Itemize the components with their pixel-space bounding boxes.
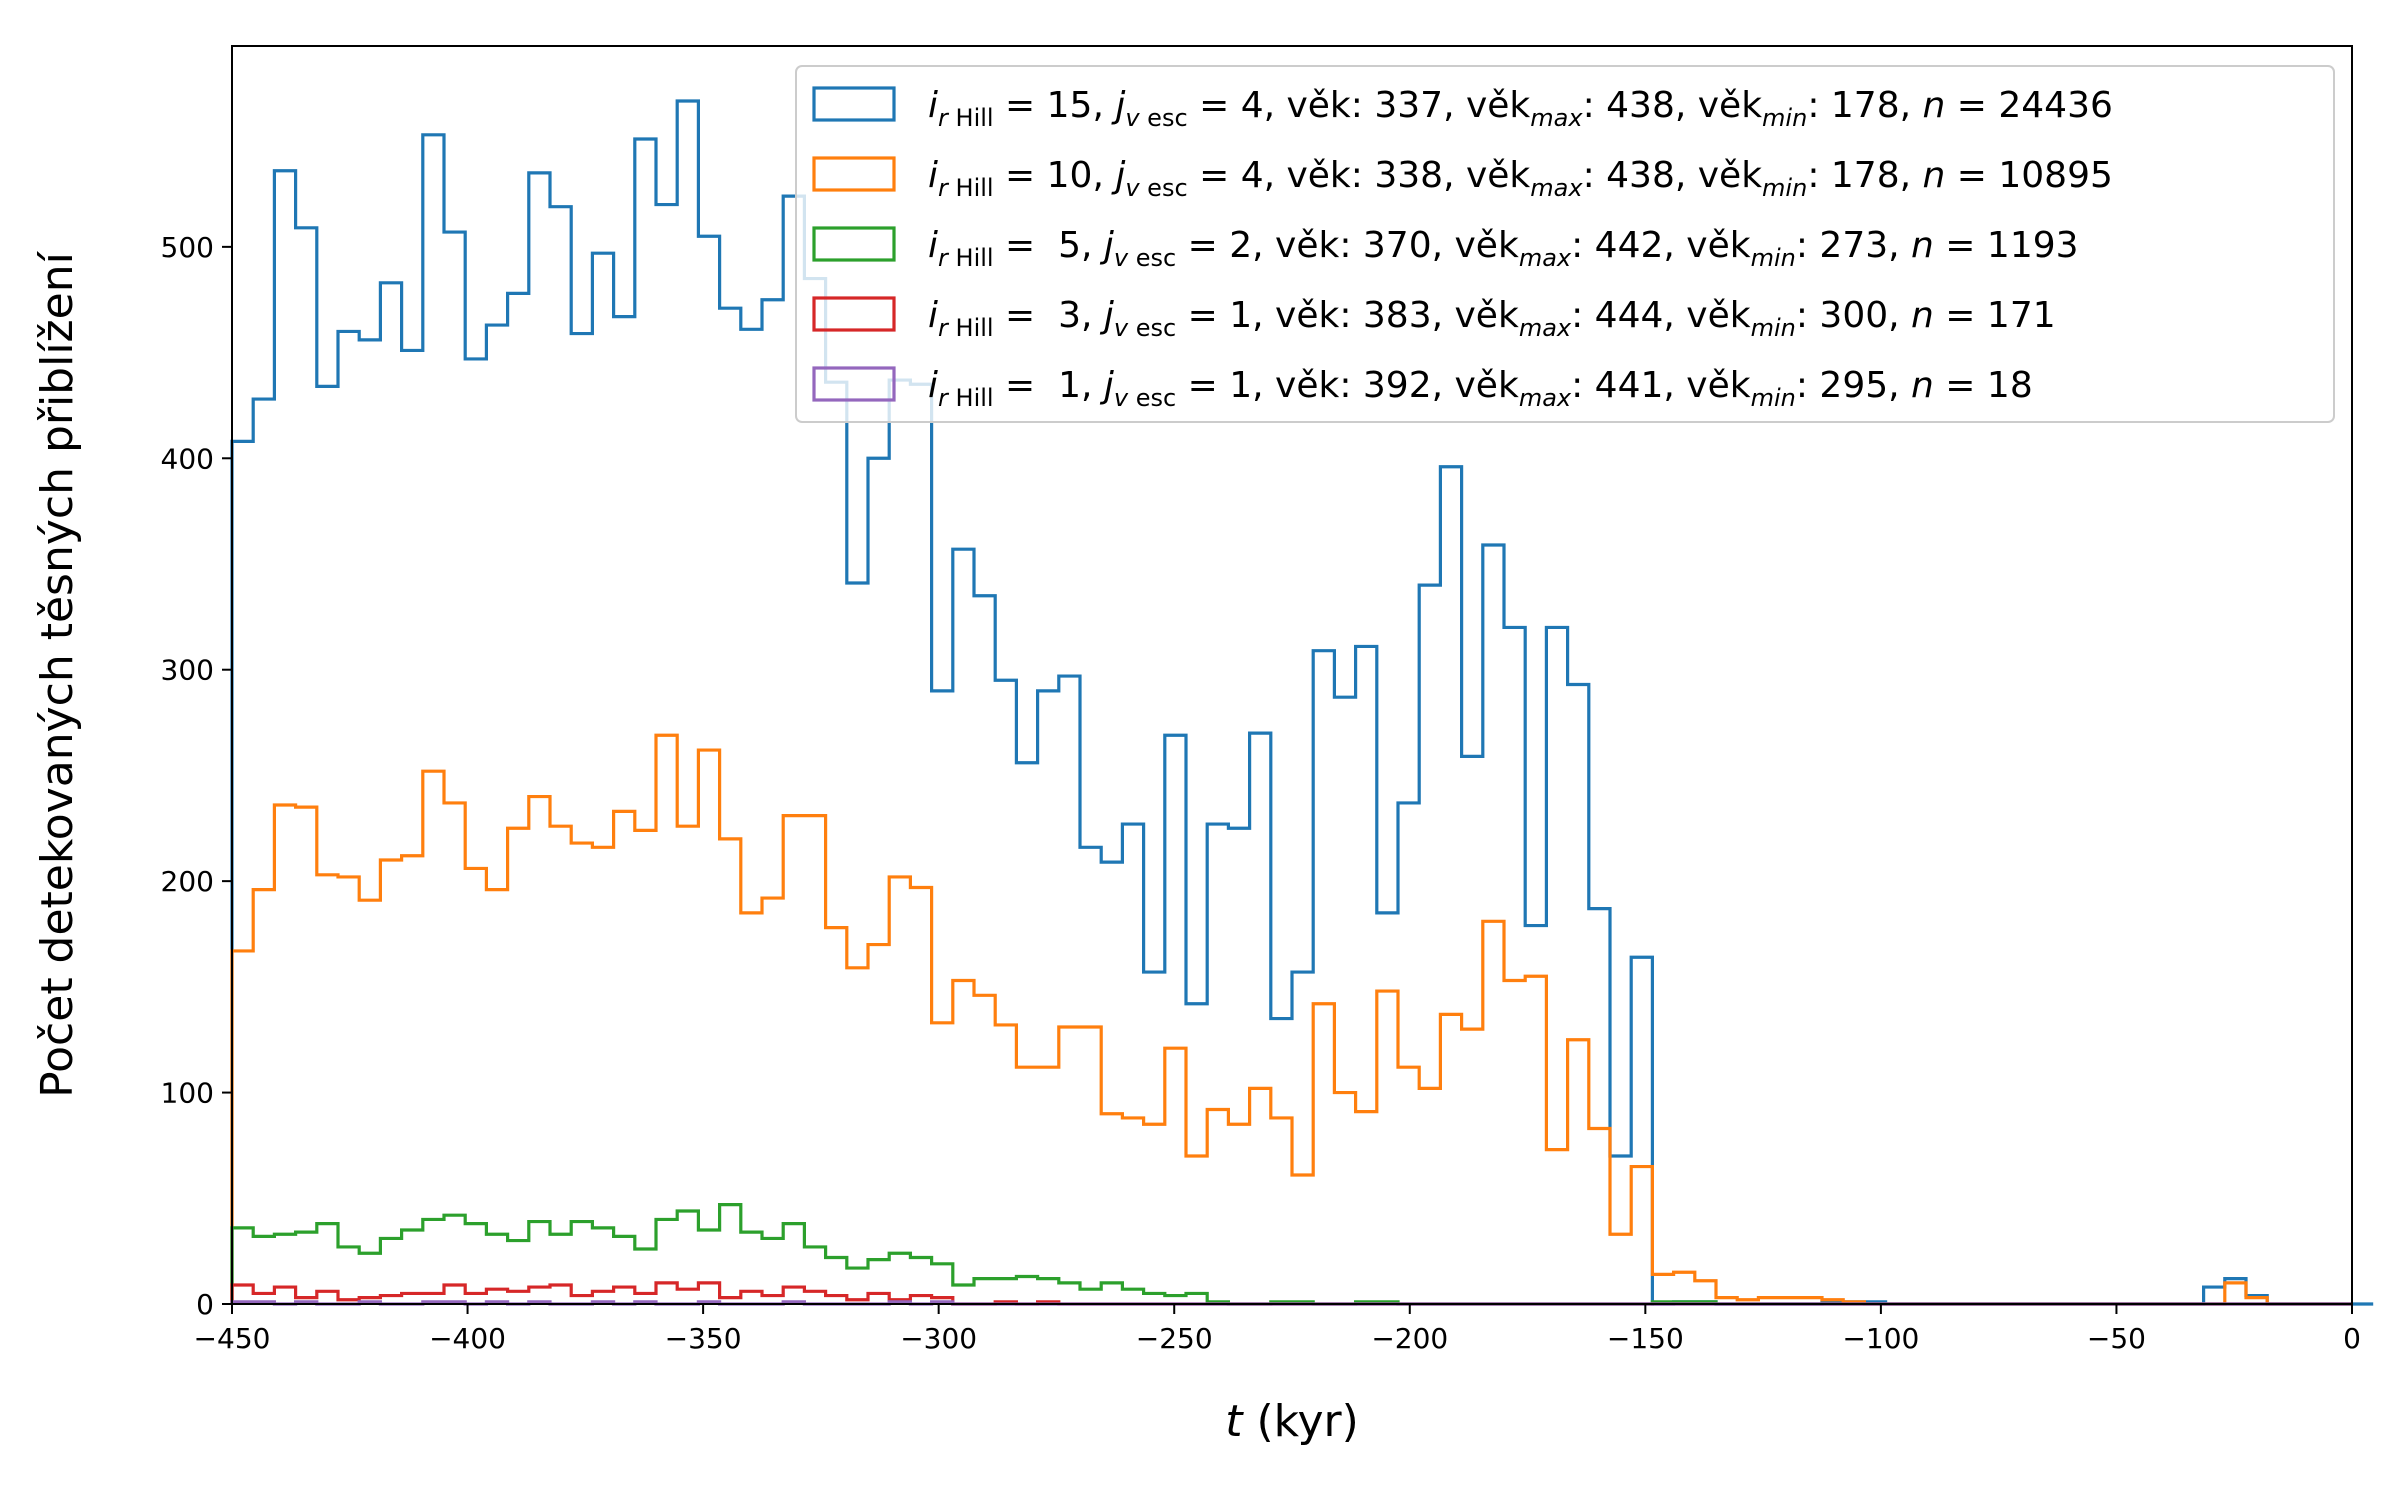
plot-frame — [231, 45, 2353, 1305]
x-tick-label: −200 — [1371, 1322, 1448, 1355]
legend-swatch-2 — [812, 156, 896, 192]
x-axis-title: t (kyr) — [1225, 1396, 1359, 1447]
x-tick-label: −350 — [665, 1322, 742, 1355]
legend-label-5: ir Hill = 1, jv esc = 1, věk: 392, věkma… — [928, 365, 2033, 412]
x-tick-label: −450 — [194, 1322, 271, 1355]
legend-swatch-4 — [812, 296, 896, 332]
legend-label-3: ir Hill = 5, jv esc = 2, věk: 370, věkma… — [928, 225, 2079, 272]
legend-swatch-5 — [812, 366, 896, 402]
legend-label-1: ir Hill = 15, jv esc = 4, věk: 337, věkm… — [928, 85, 2113, 132]
y-tick-label: 200 — [161, 865, 214, 898]
y-axis: 0 100 200 300 400 500 — [161, 231, 232, 1321]
y-tick-label: 500 — [161, 231, 214, 264]
x-tick-label: −250 — [1136, 1322, 1213, 1355]
series-2-histogram-line — [230, 733, 2352, 1306]
y-tick-label: 400 — [161, 442, 214, 475]
legend-swatch-3 — [812, 226, 896, 262]
x-tick-label: −400 — [429, 1322, 506, 1355]
legend-box — [795, 65, 2335, 423]
y-axis-title: Počet detekovaných těsných přiblížení — [32, 250, 83, 1097]
x-tick-label: −50 — [2087, 1322, 2146, 1355]
x-tick-label: 0 — [2343, 1322, 2361, 1355]
y-tick-label: 300 — [161, 654, 214, 687]
x-tick-label: −150 — [1607, 1322, 1684, 1355]
legend: ir Hill = 15, jv esc = 4, věk: 337, věkm… — [795, 65, 2335, 423]
x-axis: −450 −400 −350 −300 −250 −200 −150 −100 −50 0 — [194, 1304, 2361, 1355]
legend-label-2: ir Hill = 10, jv esc = 4, věk: 338, věkm… — [928, 155, 2113, 202]
legend-label-4: ir Hill = 3, jv esc = 1, věk: 383, věkma… — [928, 295, 2056, 342]
x-tick-label: −100 — [1842, 1322, 1919, 1355]
x-tick-label: −300 — [900, 1322, 977, 1355]
legend-swatch-1 — [812, 86, 896, 122]
y-tick-label: 100 — [161, 1077, 214, 1110]
y-tick-label: 0 — [196, 1288, 214, 1321]
